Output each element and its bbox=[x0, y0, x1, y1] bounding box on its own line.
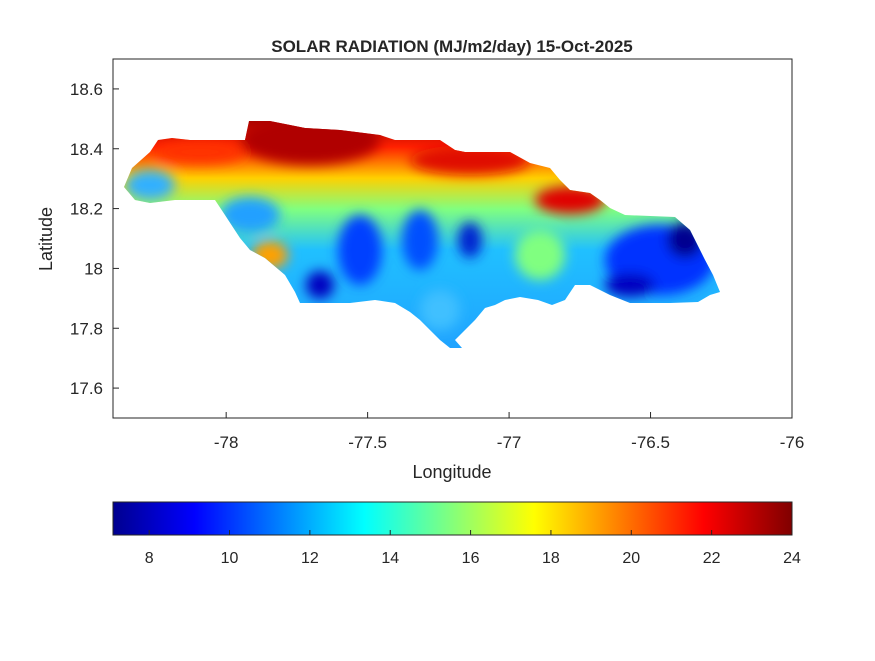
y-tick-label: 17.6 bbox=[70, 379, 103, 398]
x-tick-label: -77 bbox=[497, 433, 522, 452]
colorbar-axis: 8 10 12 14 16 18 20 22 24 bbox=[145, 530, 801, 567]
y-tick-label: 17.8 bbox=[70, 319, 103, 338]
x-tick-label: -77.5 bbox=[348, 433, 387, 452]
colorbar-tick-label: 18 bbox=[542, 550, 560, 567]
colorbar-tick-label: 16 bbox=[462, 550, 480, 567]
y-tick-label: 18.4 bbox=[70, 140, 103, 159]
colorbar-tick-label: 22 bbox=[703, 550, 721, 567]
x-axis: -78 -77.5 -77 -76.5 -76 bbox=[214, 412, 804, 452]
y-axis-label: Latitude bbox=[36, 207, 56, 271]
chart-title: SOLAR RADIATION (MJ/m2/day) 15-Oct-2025 bbox=[271, 37, 632, 56]
x-tick-label: -76 bbox=[780, 433, 805, 452]
colorbar bbox=[112, 501, 793, 536]
x-axis-label: Longitude bbox=[412, 462, 491, 482]
colorbar-tick-label: 12 bbox=[301, 550, 319, 567]
y-tick-label: 18.6 bbox=[70, 80, 103, 99]
y-tick-label: 18.2 bbox=[70, 200, 103, 219]
y-tick-label: 18 bbox=[84, 259, 103, 278]
x-tick-label: -78 bbox=[214, 433, 239, 452]
colorbar-tick-label: 20 bbox=[622, 550, 640, 567]
x-tick-label: -76.5 bbox=[631, 433, 670, 452]
y-axis: 17.6 17.8 18 18.2 18.4 18.6 bbox=[70, 80, 119, 398]
colorbar-tick-label: 8 bbox=[145, 550, 154, 567]
colorbar-tick-label: 10 bbox=[221, 550, 239, 567]
colorbar-tick-label: 24 bbox=[783, 550, 801, 567]
colorbar-tick-label: 14 bbox=[381, 550, 399, 567]
